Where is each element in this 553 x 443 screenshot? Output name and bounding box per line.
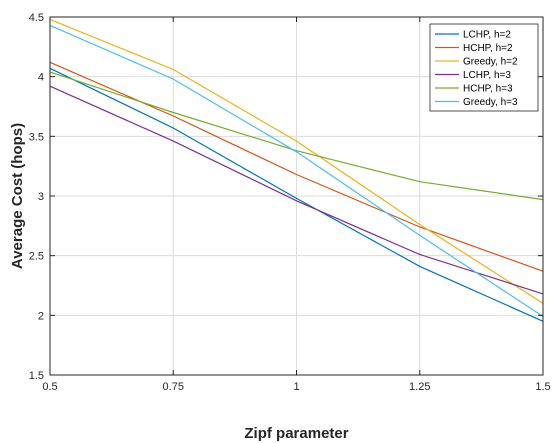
series-line-lchp-h-2 bbox=[49, 67, 544, 322]
y-tick-label: 4.5 bbox=[29, 12, 44, 24]
series-line-greedy-h-3 bbox=[49, 24, 544, 318]
axis-ticks bbox=[49, 16, 544, 376]
y-tick-label: 3 bbox=[38, 191, 44, 203]
y-tick-label: 2 bbox=[38, 310, 44, 322]
y-axis-label: Average Cost (hops) bbox=[9, 123, 26, 269]
y-tick-label: 3.5 bbox=[29, 131, 44, 143]
tick-labels: 0.5 0.75 1 1.25 1.5 1.5 2 2.5 3 3.5 4 4.5 bbox=[29, 12, 551, 393]
series-line-hchp-h-3 bbox=[49, 71, 544, 201]
x-tick-label: 1.5 bbox=[535, 381, 550, 393]
y-tick-label: 2.5 bbox=[29, 251, 44, 263]
legend-entry: HCHP, h=2 bbox=[463, 43, 513, 54]
x-tick-label: 1 bbox=[293, 381, 299, 393]
legend: LCHP, h=2 HCHP, h=2 Greedy, h=2 LCHP, h=3 HC… bbox=[429, 23, 539, 112]
legend-box bbox=[429, 23, 539, 112]
legend-entry: LCHP, h=2 bbox=[463, 30, 511, 41]
y-tick-label: 4 bbox=[38, 72, 44, 84]
x-tick-label: 1.25 bbox=[409, 381, 430, 393]
x-axis-label: Zipf parameter bbox=[244, 425, 348, 442]
series-line-lchp-h-3 bbox=[49, 85, 544, 295]
x-tick-label: 0.75 bbox=[163, 381, 184, 393]
series-lines bbox=[49, 18, 544, 322]
legend-entry: Greedy, h=2 bbox=[463, 57, 518, 68]
legend-entry: LCHP, h=3 bbox=[463, 70, 511, 81]
legend-entry: HCHP, h=3 bbox=[463, 84, 513, 95]
x-tick-label: 0.5 bbox=[42, 381, 57, 393]
y-tick-label: 1.5 bbox=[29, 370, 44, 382]
series-line-hchp-h-2 bbox=[49, 61, 544, 272]
series-line-greedy-h-2 bbox=[49, 18, 544, 304]
legend-entry: Greedy, h=3 bbox=[463, 97, 518, 108]
